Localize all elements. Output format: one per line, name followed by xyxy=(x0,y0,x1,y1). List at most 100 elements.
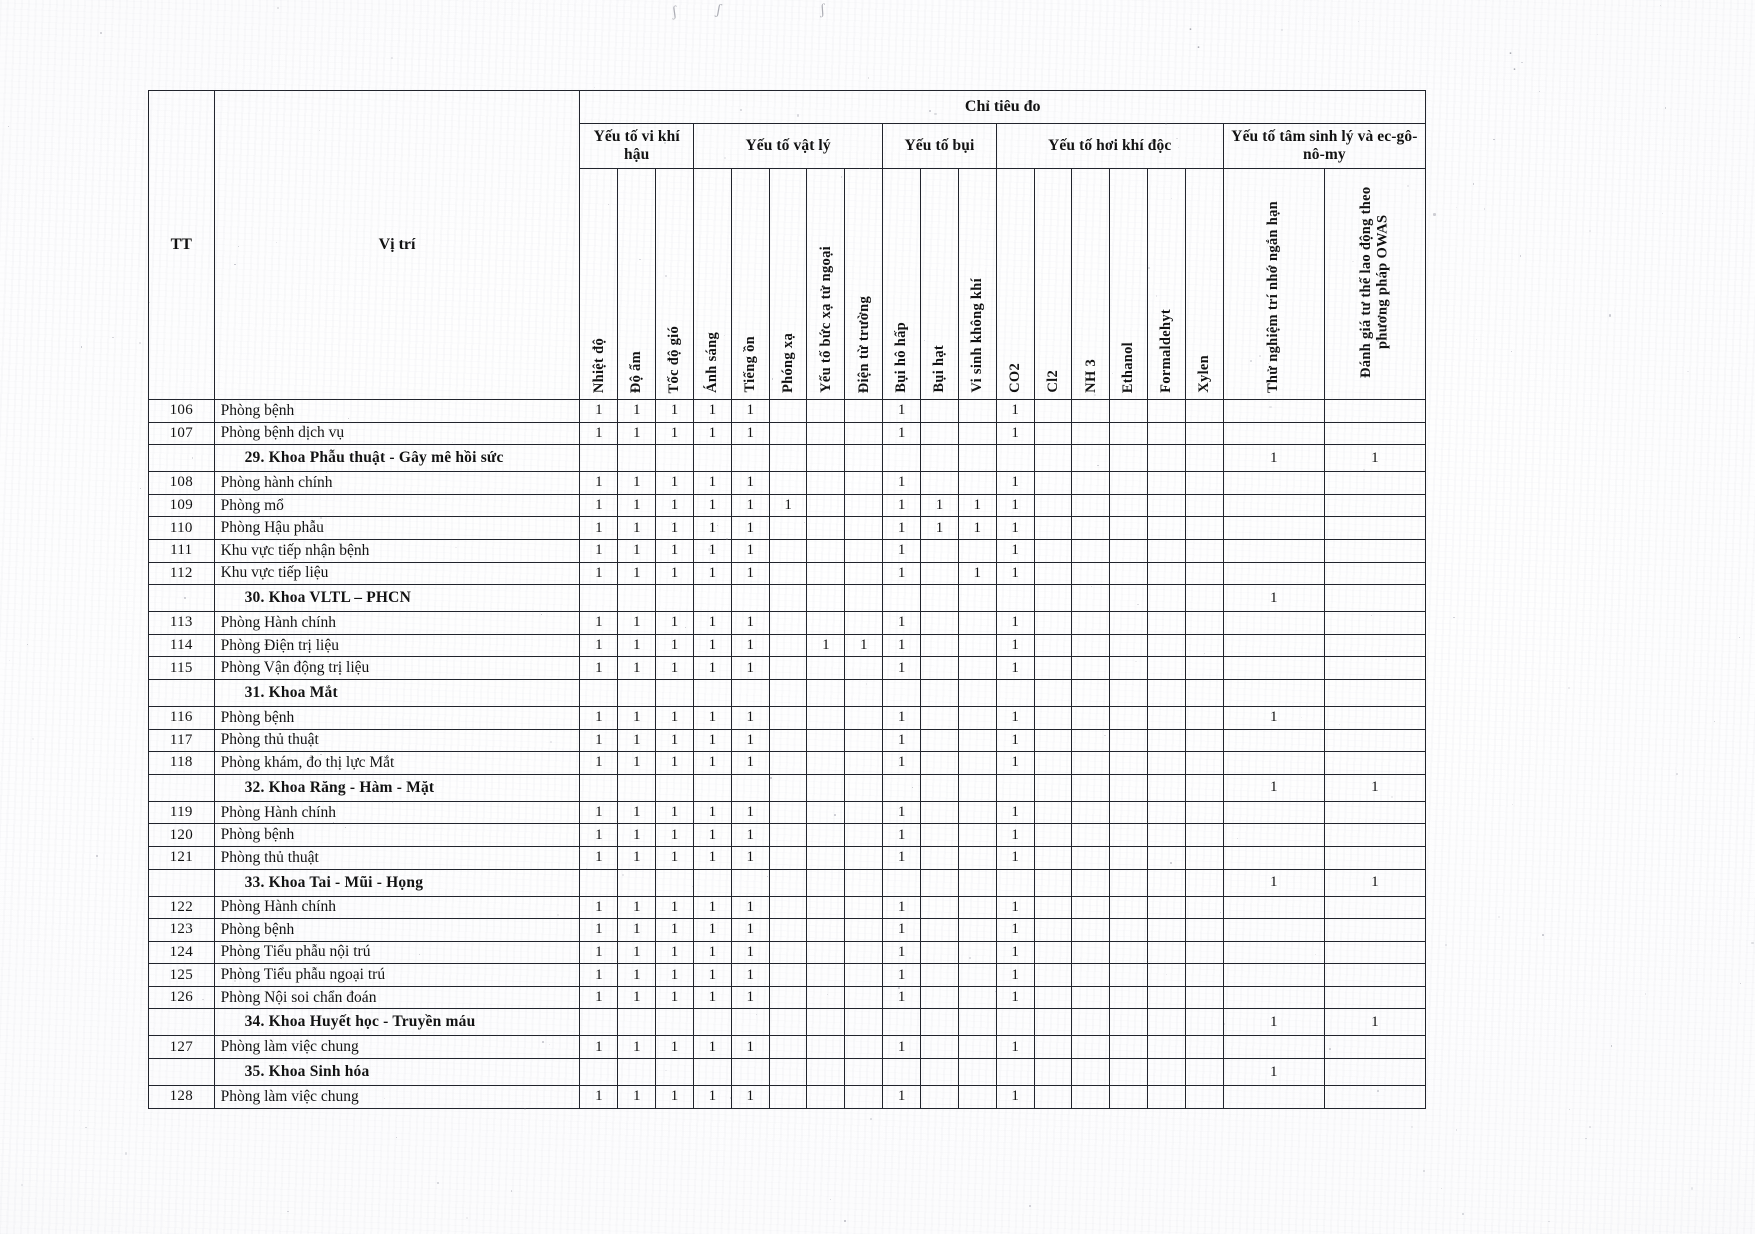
cell-bui-ho-hap: 1 xyxy=(882,985,922,1010)
cell-bui-hat xyxy=(920,678,959,707)
department-title: 33. Khoa Tai - Mũi - Họng xyxy=(213,868,581,897)
cell-xylen xyxy=(1184,1058,1224,1087)
scan-speck xyxy=(1169,861,1172,864)
cell-ethanol xyxy=(1109,1035,1149,1060)
row-tt: 109 xyxy=(148,493,215,518)
cell-tieng-on: 1 xyxy=(730,918,770,942)
scan-speck xyxy=(451,442,453,444)
measurement-table-container: TT Vị trí Chỉ tiêu đo Yếu tố vi khí hậu … xyxy=(148,90,1427,1109)
cell-tri-nho-ngan-han xyxy=(1222,561,1325,586)
cell-buc-xa-tu-ngoai xyxy=(806,800,846,825)
cell-vi-sinh-khong-khi xyxy=(957,538,997,563)
scan-speck xyxy=(726,538,729,540)
scan-speck xyxy=(345,826,347,828)
table-row: 124 Phòng Tiểu phẫu nội trú 1 1 1 1 1 1 1 xyxy=(148,940,1427,965)
cell-ethanol xyxy=(1109,985,1149,1010)
cell-tieng-on: 1 xyxy=(730,940,770,965)
row-position: Phòng Vận động trị liệu xyxy=(213,656,581,680)
cell-do-am: 1 xyxy=(617,800,657,825)
scan-speck xyxy=(797,114,800,117)
scan-speck xyxy=(78,1110,80,1112)
cell-tieng-on: 1 xyxy=(730,471,770,495)
table-row: 123 Phòng bệnh 1 1 1 1 1 1 1 xyxy=(148,918,1427,942)
cell-tri-nho-ngan-han: 1 xyxy=(1222,584,1325,613)
cell-tieng-on: 1 xyxy=(730,516,770,540)
cell-cl2 xyxy=(1033,963,1073,987)
cell-cl2 xyxy=(1033,421,1073,446)
header-col-vi-sinh-khong-khi-label: Vi sinh không khí xyxy=(969,278,986,393)
cell-bui-hat xyxy=(920,963,959,987)
cell-do-am: 1 xyxy=(617,963,657,987)
scan-speck xyxy=(1608,314,1611,317)
cell-co2: 1 xyxy=(995,611,1035,635)
header-group-vi-khi-hau: Yếu tố vi khí hậu xyxy=(579,123,694,169)
cell-nh3 xyxy=(1071,728,1111,753)
cell-co2 xyxy=(995,773,1035,802)
cell-tri-nho-ngan-han xyxy=(1222,940,1325,965)
scan-speck xyxy=(691,886,693,888)
cell-toc-do-gio: 1 xyxy=(655,471,694,495)
cell-bui-ho-hap xyxy=(882,773,922,802)
cell-toc-do-gio: 1 xyxy=(655,611,694,635)
cell-cl2 xyxy=(1033,918,1073,942)
cell-vi-sinh-khong-khi xyxy=(957,773,997,802)
scan-speck xyxy=(840,176,843,178)
cell-toc-do-gio: 1 xyxy=(655,538,694,563)
cell-phong-xa xyxy=(768,1085,808,1109)
cell-co2 xyxy=(995,678,1035,707)
cell-co2: 1 xyxy=(995,516,1035,540)
scan-speck xyxy=(1176,137,1178,139)
scan-speck xyxy=(1433,213,1436,216)
scan-speck xyxy=(1511,350,1513,352)
cell-anh-sang: 1 xyxy=(692,421,732,446)
scan-speck xyxy=(1483,208,1486,210)
cell-cl2 xyxy=(1033,656,1073,680)
cell-nh3 xyxy=(1071,940,1111,965)
scan-speck xyxy=(868,77,870,79)
cell-xylen xyxy=(1184,963,1224,987)
cell-bui-hat xyxy=(920,773,959,802)
table-row: 119 Phòng Hành chính 1 1 1 1 1 1 1 xyxy=(148,800,1427,825)
cell-co2: 1 xyxy=(995,538,1035,563)
cell-dien-tu-truong: 1 xyxy=(844,633,884,658)
cell-dien-tu-truong xyxy=(844,895,884,920)
scan-speck xyxy=(767,875,769,877)
cell-anh-sang: 1 xyxy=(692,611,732,635)
cell-toc-do-gio xyxy=(655,1008,694,1037)
cell-do-am xyxy=(617,868,657,897)
cell-phong-xa xyxy=(768,845,808,870)
cell-bui-hat: 1 xyxy=(920,493,959,518)
cell-tieng-on: 1 xyxy=(730,823,770,847)
cell-anh-sang: 1 xyxy=(692,656,732,680)
cell-nh3 xyxy=(1071,963,1111,987)
cell-nhiet-do: 1 xyxy=(579,1035,619,1060)
cell-ethanol xyxy=(1109,728,1149,753)
cell-tri-nho-ngan-han: 1 xyxy=(1222,444,1325,473)
cell-ethanol xyxy=(1109,421,1149,446)
scan-speck xyxy=(1259,354,1262,357)
scan-speck xyxy=(1567,687,1570,690)
cell-owas xyxy=(1323,845,1427,870)
cell-formaldehyt xyxy=(1147,584,1186,613)
scan-speck xyxy=(1272,251,1274,254)
cell-nh3 xyxy=(1071,399,1111,423)
scan-speck xyxy=(1377,1090,1380,1092)
cell-nhiet-do: 1 xyxy=(579,561,619,586)
cell-dien-tu-truong xyxy=(844,584,884,613)
cell-ethanol xyxy=(1109,751,1149,775)
cell-xylen xyxy=(1184,895,1224,920)
scan-speck xyxy=(511,1190,513,1192)
cell-nh3 xyxy=(1071,493,1111,518)
cell-bui-ho-hap xyxy=(882,678,922,707)
cell-cl2 xyxy=(1033,444,1073,473)
cell-cl2 xyxy=(1033,845,1073,870)
cell-co2: 1 xyxy=(995,1035,1035,1060)
cell-toc-do-gio: 1 xyxy=(655,705,694,730)
cell-ethanol xyxy=(1109,918,1149,942)
cell-formaldehyt xyxy=(1147,656,1186,680)
cell-formaldehyt xyxy=(1147,940,1186,965)
cell-cl2 xyxy=(1033,538,1073,563)
row-position: Phòng hành chính xyxy=(213,471,581,495)
cell-anh-sang: 1 xyxy=(692,493,732,518)
cell-vi-sinh-khong-khi xyxy=(957,656,997,680)
